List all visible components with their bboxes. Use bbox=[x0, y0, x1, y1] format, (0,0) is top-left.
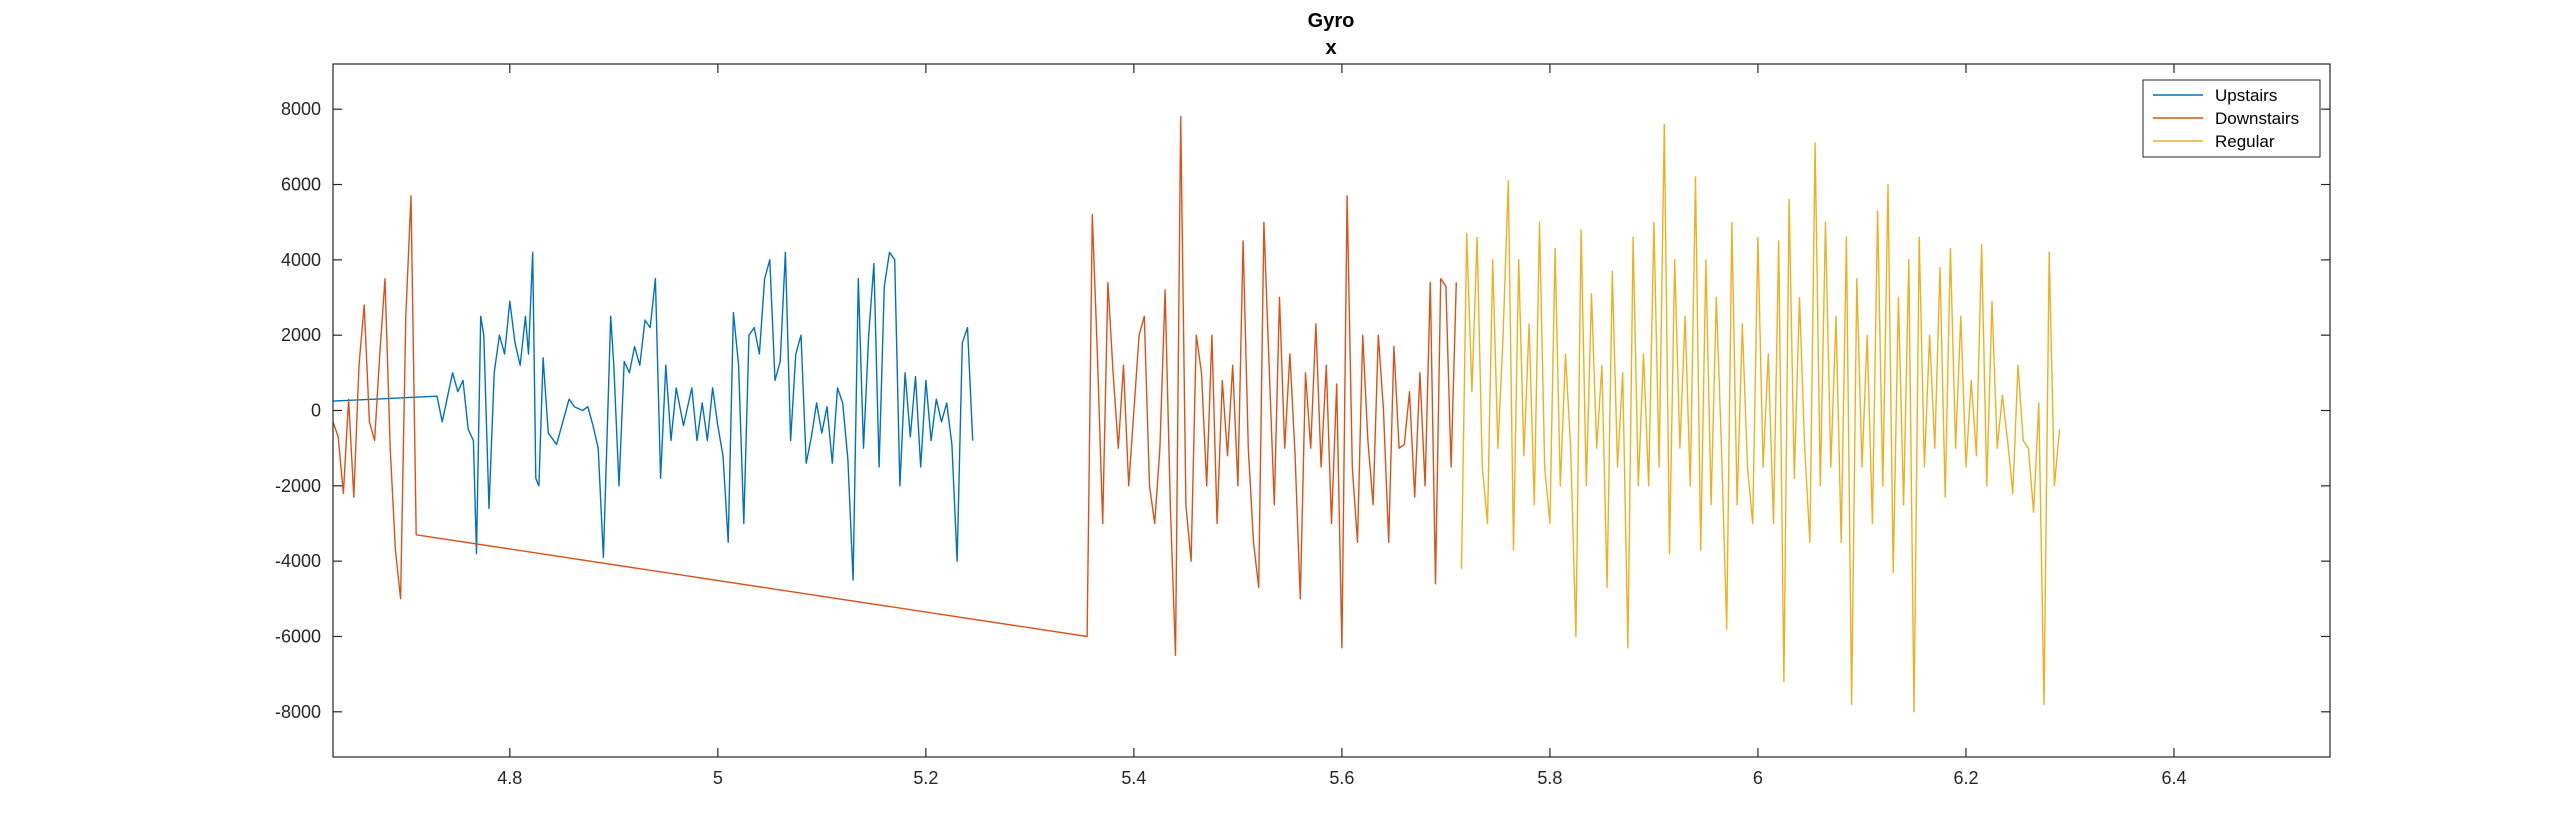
x-tick-label: 4.8 bbox=[497, 768, 522, 788]
chart-title: Gyro bbox=[1308, 10, 1355, 32]
y-tick-label: -4000 bbox=[275, 551, 321, 571]
x-tick-label: 6.2 bbox=[1953, 768, 1978, 788]
x-tick-label: 5.4 bbox=[1121, 768, 1146, 788]
y-tick-label: 6000 bbox=[281, 175, 321, 195]
legend-label: Downstairs bbox=[2215, 109, 2299, 128]
series-line-upstairs bbox=[333, 251, 974, 581]
x-tick-label: 5.8 bbox=[1537, 768, 1562, 788]
y-tick-label: 4000 bbox=[281, 250, 321, 270]
x-tick-label: 5 bbox=[713, 768, 723, 788]
series-line-downstairs bbox=[333, 116, 1457, 656]
legend-label: Upstairs bbox=[2215, 86, 2277, 105]
axis-ticks: 4.8 5 5.2 5.4 5.6 5.8 6 6.2 6.4 8000 6000 4000 2000 0… bbox=[275, 64, 2330, 788]
x-tick-label: 5.2 bbox=[913, 768, 938, 788]
y-tick-label: 8000 bbox=[281, 99, 321, 119]
legend: Upstairs Downstairs Regular bbox=[2142, 79, 2321, 158]
legend-label: Regular bbox=[2215, 132, 2275, 151]
plot-frame bbox=[332, 63, 2331, 758]
y-tick-label: -6000 bbox=[275, 626, 321, 646]
chart-subtitle: x bbox=[1325, 37, 1336, 59]
y-tick-label: -2000 bbox=[275, 476, 321, 496]
x-tick-label: 5.6 bbox=[1329, 768, 1354, 788]
series-line-regular bbox=[1460, 123, 2061, 713]
x-tick-label: 6.4 bbox=[2161, 768, 2186, 788]
y-tick-label: -8000 bbox=[275, 702, 321, 722]
x-tick-label: 6 bbox=[1753, 768, 1763, 788]
series-layer bbox=[333, 116, 2061, 713]
y-tick-label: 2000 bbox=[281, 325, 321, 345]
plot-area bbox=[333, 64, 2330, 757]
y-tick-label: 0 bbox=[311, 401, 321, 421]
